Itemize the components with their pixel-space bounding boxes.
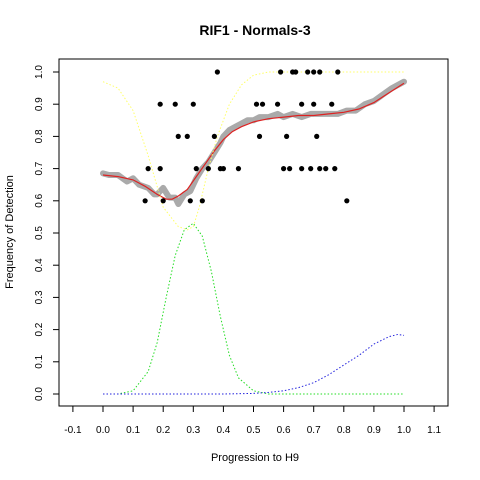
data-point — [317, 69, 323, 75]
y-tick-label: 0.6 — [34, 193, 45, 207]
x-axis: -0.1 0.0 0.1 0.2 0.3 0.4 0.5 0.6 0.7 0.8 0.9 1.0 1.1 — [64, 406, 441, 436]
data-point — [332, 166, 338, 172]
x-tick-label: 0.1 — [126, 425, 140, 436]
data-point — [157, 101, 163, 107]
blue-curve — [103, 333, 405, 395]
data-point — [317, 166, 323, 172]
data-point — [274, 101, 281, 107]
y-tick-label: 0.0 — [34, 387, 45, 401]
data-point — [172, 101, 178, 107]
fit-line — [102, 82, 405, 200]
data-point — [293, 69, 299, 75]
data-point — [308, 166, 314, 172]
x-tick-label: 0.7 — [307, 425, 321, 436]
x-tick-label: 0.2 — [156, 425, 170, 436]
data-point — [329, 101, 335, 107]
x-tick-label: 0.6 — [277, 425, 291, 436]
y-tick-label: 1.0 — [34, 65, 45, 79]
data-point — [142, 198, 148, 204]
data-point — [335, 69, 341, 75]
data-point — [299, 101, 305, 107]
x-tick-label: 0.4 — [216, 425, 230, 436]
y-tick-label: 0.1 — [34, 354, 45, 368]
x-tick-label: 0.8 — [337, 425, 351, 436]
y-tick-label: 0.8 — [34, 129, 45, 143]
data-point — [205, 166, 211, 172]
data-point — [175, 133, 181, 139]
chart-title: RIF1 - Normals-3 — [199, 22, 310, 38]
x-tick-label: 0.5 — [247, 425, 261, 436]
x-tick-label: 0.9 — [367, 425, 381, 436]
data-point — [281, 166, 287, 172]
data-point — [190, 101, 196, 107]
data-point — [314, 133, 320, 139]
y-tick-label: 0.2 — [34, 322, 45, 336]
x-tick-label: 0.0 — [96, 425, 110, 436]
data-point — [256, 133, 263, 139]
data-point — [305, 69, 311, 75]
data-point — [311, 69, 317, 75]
yellow-curve — [102, 71, 404, 231]
data-point — [193, 166, 199, 172]
data-point — [284, 133, 290, 139]
y-axis-label: Frequency of Detection — [4, 175, 16, 289]
data-point — [299, 166, 305, 172]
data-point — [287, 166, 293, 172]
data-point — [145, 166, 151, 172]
y-axis: 0.0 0.1 0.2 0.3 0.4 0.5 0.6 0.7 0.8 0.9 1.0 — [34, 65, 59, 401]
data-point — [214, 69, 220, 75]
data-point — [187, 198, 193, 204]
plot-area — [58, 58, 449, 407]
data-point — [344, 198, 350, 204]
data-point — [184, 133, 190, 139]
data-point — [220, 166, 226, 172]
data-point — [253, 101, 260, 107]
y-tick-label: 0.3 — [34, 290, 45, 304]
data-point — [235, 166, 242, 172]
x-axis-label: Progression to H9 — [211, 452, 299, 464]
data-point — [211, 133, 217, 139]
x-tick-label: 1.0 — [397, 425, 411, 436]
x-tick-label: 0.3 — [186, 425, 200, 436]
data-point — [323, 166, 329, 172]
data-point — [311, 101, 317, 107]
data-point — [277, 69, 284, 75]
data-point — [160, 198, 166, 204]
y-tick-label: 0.7 — [34, 161, 45, 175]
y-tick-label: 0.5 — [34, 226, 45, 240]
y-tick-label: 0.4 — [34, 258, 45, 272]
x-tick-label: -0.1 — [64, 425, 82, 436]
data-point — [199, 198, 205, 204]
data-point — [259, 101, 266, 107]
x-tick-label: 1.1 — [427, 425, 441, 436]
y-tick-label: 0.9 — [34, 97, 45, 111]
green-curve — [103, 222, 404, 395]
data-point — [157, 166, 163, 172]
smooth-band — [100, 78, 407, 207]
